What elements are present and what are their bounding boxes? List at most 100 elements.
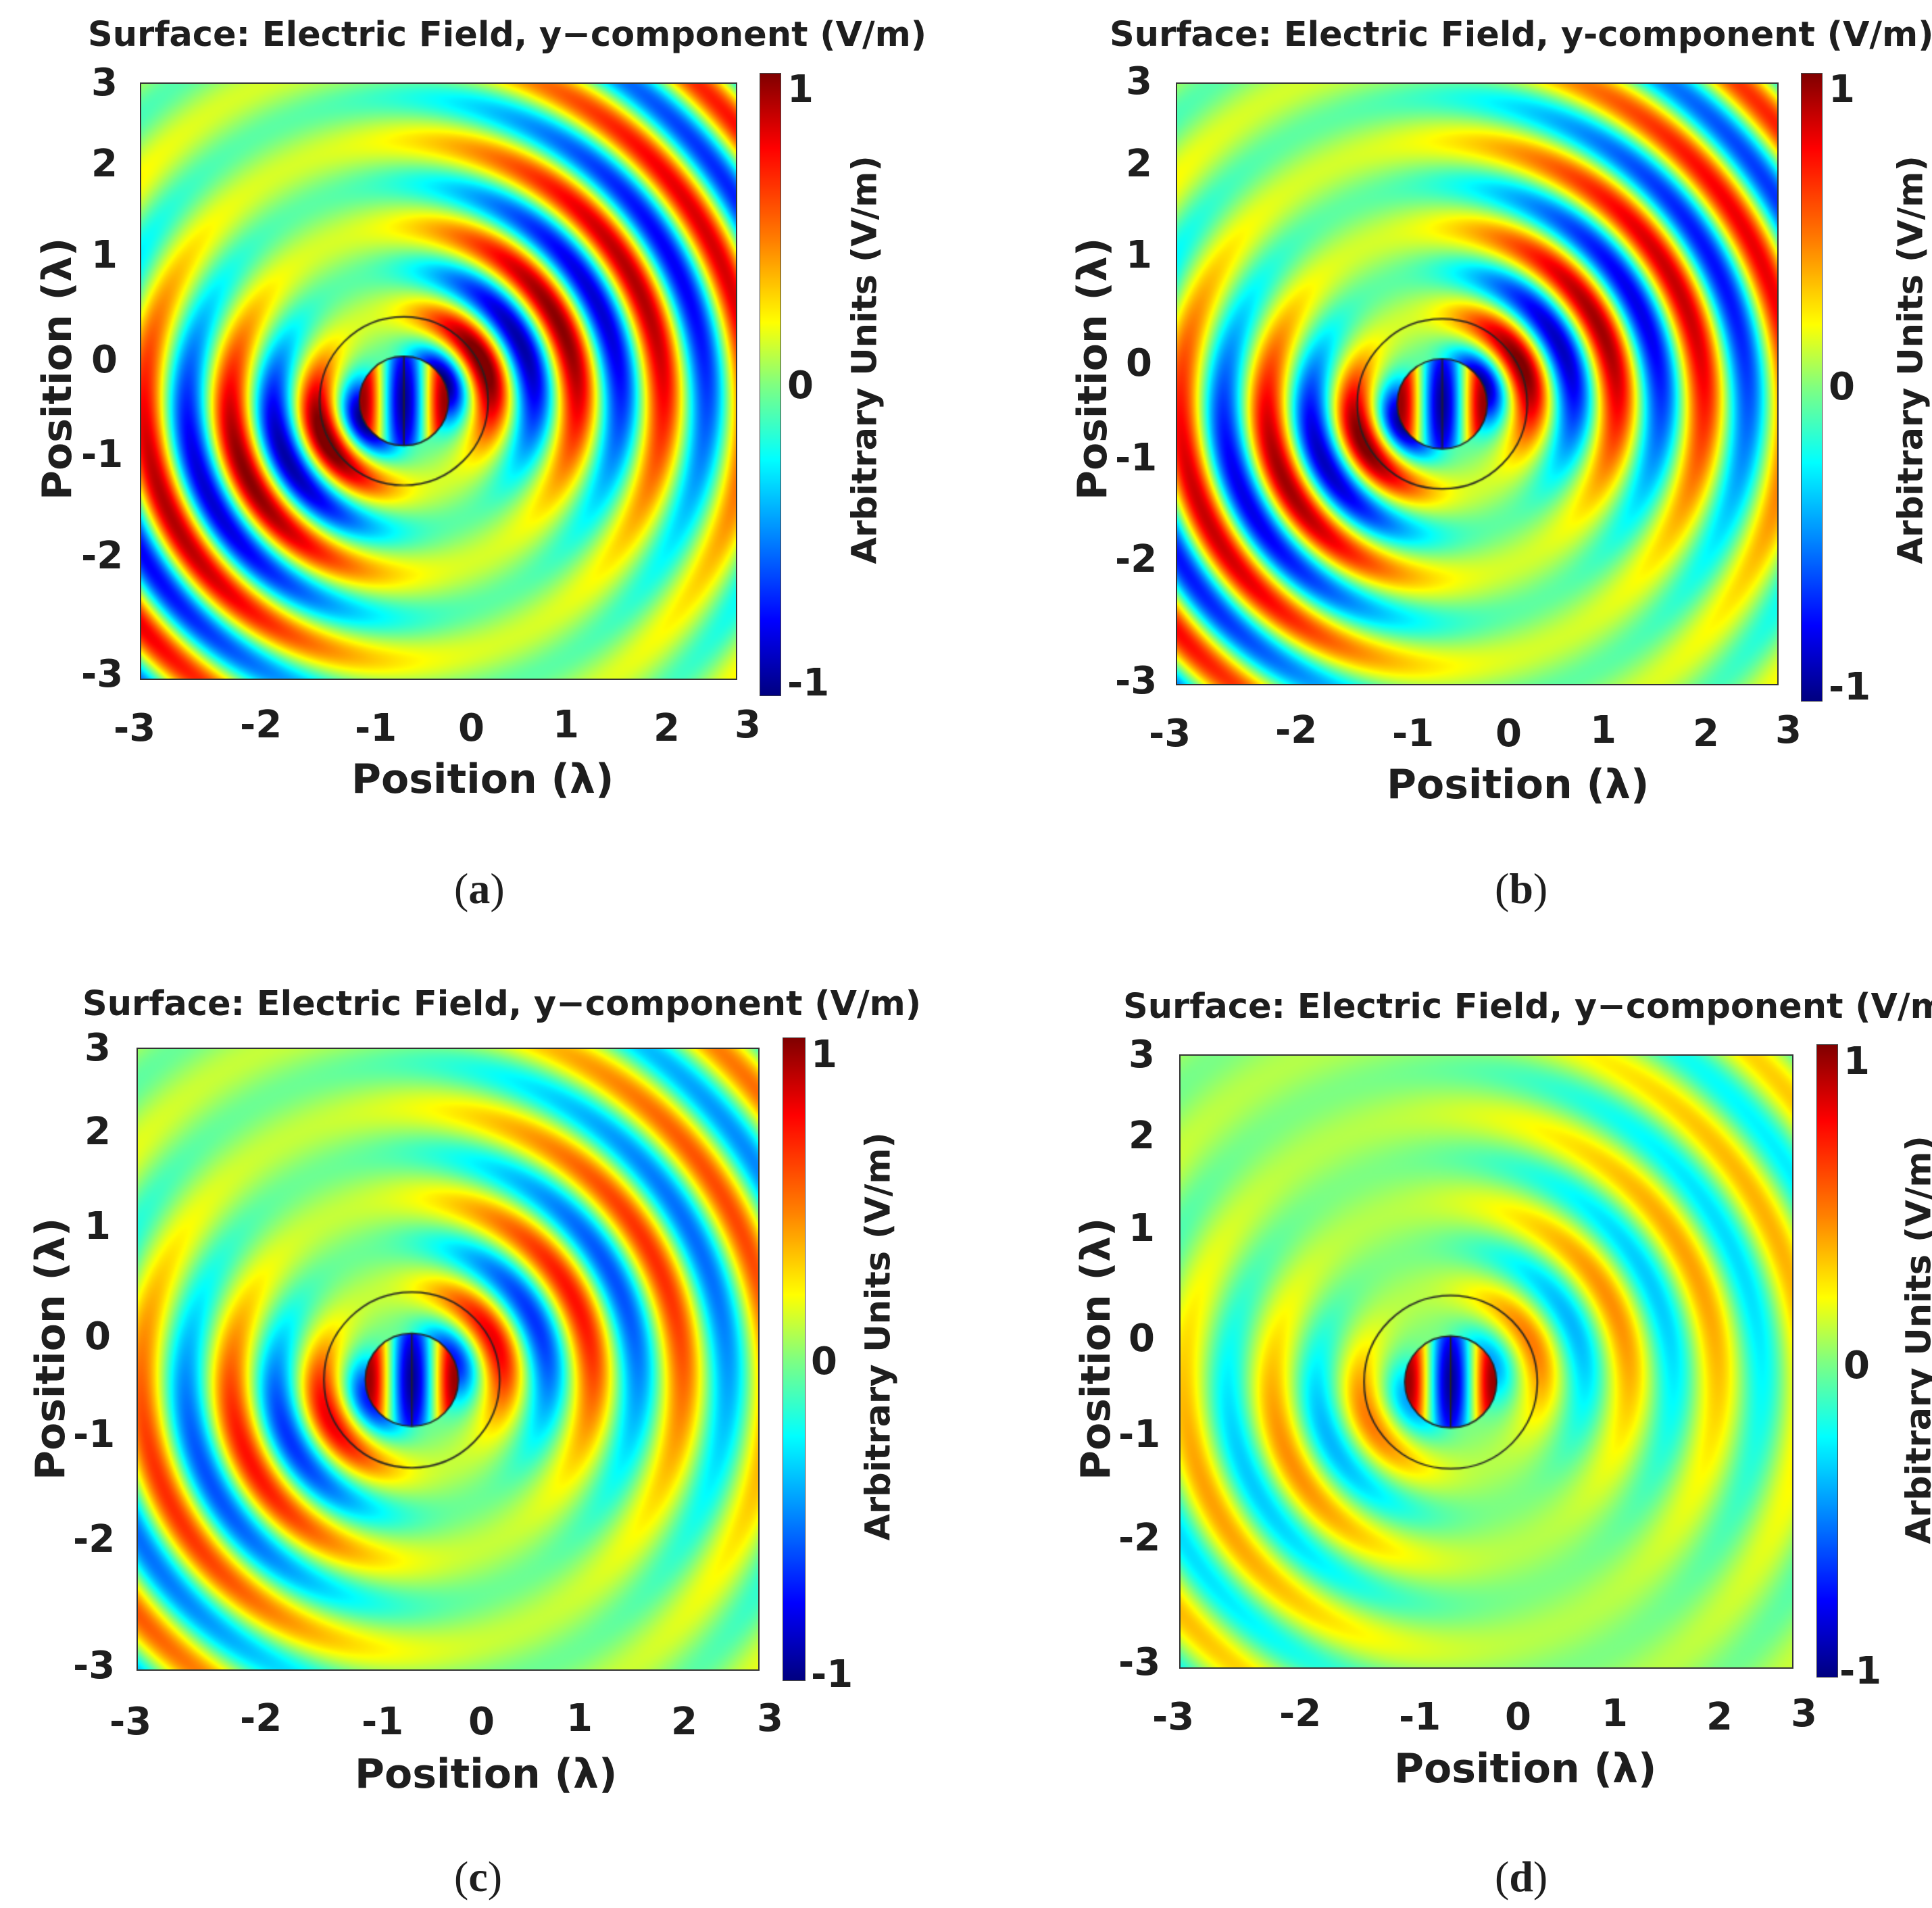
x-tick: 1 bbox=[1602, 1692, 1628, 1736]
colorbar-label: Arbitrary Units (V/m) bbox=[1891, 155, 1931, 564]
panel-caption: (c) bbox=[454, 1853, 503, 1901]
panel-caption: (b) bbox=[1495, 864, 1548, 912]
x-tick: 0 bbox=[468, 1700, 495, 1744]
y-axis-label: Position (λ) bbox=[34, 237, 81, 500]
colorbar-tick-min: -1 bbox=[787, 661, 830, 705]
x-axis-label: Position (λ) bbox=[1394, 1745, 1657, 1792]
x-tick: -2 bbox=[1275, 708, 1318, 752]
y-tick: 3 bbox=[91, 61, 118, 105]
colorbar-tick-zero: 0 bbox=[1843, 1344, 1870, 1388]
y-tick: -3 bbox=[73, 1644, 116, 1688]
colorbar-tick-max: 1 bbox=[811, 1033, 837, 1077]
field-map bbox=[138, 1049, 758, 1669]
x-tick: -1 bbox=[1399, 1695, 1441, 1739]
colorbar-tick-min: -1 bbox=[1829, 665, 1871, 709]
y-tick: 3 bbox=[1126, 59, 1152, 103]
x-tick: 3 bbox=[1791, 1692, 1817, 1736]
x-tick: 2 bbox=[653, 706, 680, 750]
x-tick: -2 bbox=[240, 703, 282, 747]
x-tick: -2 bbox=[1279, 1692, 1322, 1736]
colorbar-label: Arbitrary Units (V/m) bbox=[1899, 1135, 1932, 1544]
y-tick: 2 bbox=[1129, 1114, 1155, 1158]
x-tick: -3 bbox=[109, 1700, 152, 1744]
field-map bbox=[1177, 84, 1777, 684]
x-tick: 0 bbox=[1505, 1695, 1531, 1739]
y-tick: 2 bbox=[84, 1110, 111, 1154]
y-tick: 1 bbox=[1129, 1206, 1155, 1250]
x-tick: 2 bbox=[1693, 712, 1719, 756]
y-tick: -3 bbox=[81, 652, 124, 696]
x-tick: 3 bbox=[1775, 708, 1802, 752]
colorbar-tick-max: 1 bbox=[1843, 1039, 1870, 1083]
colorbar bbox=[1816, 1044, 1838, 1678]
heatmap-plot bbox=[1179, 1054, 1793, 1669]
x-tick: 2 bbox=[671, 1700, 697, 1744]
y-axis-label: Position (λ) bbox=[1069, 237, 1116, 500]
panel-title: Surface: Electric Field, y−component (V/… bbox=[82, 984, 922, 1024]
colorbar-label: Arbitrary Units (V/m) bbox=[858, 1132, 899, 1541]
x-tick: 0 bbox=[1495, 712, 1522, 756]
y-tick: 3 bbox=[1129, 1033, 1155, 1077]
x-tick: 1 bbox=[566, 1696, 593, 1740]
y-tick: 0 bbox=[84, 1315, 111, 1359]
colorbar-tick-min: -1 bbox=[811, 1653, 853, 1696]
y-tick: -1 bbox=[1115, 436, 1158, 480]
x-tick: -1 bbox=[355, 706, 397, 750]
colorbar bbox=[783, 1037, 806, 1681]
colorbar-tick-max: 1 bbox=[787, 68, 814, 112]
y-tick: 0 bbox=[1126, 341, 1152, 385]
y-tick: -2 bbox=[1118, 1516, 1161, 1560]
y-tick: -3 bbox=[1118, 1640, 1161, 1684]
colorbar-tick-min: -1 bbox=[1839, 1649, 1882, 1693]
x-axis-label: Position (λ) bbox=[1387, 761, 1650, 808]
y-tick: -1 bbox=[1118, 1413, 1161, 1457]
x-tick: 1 bbox=[1590, 708, 1616, 752]
x-tick: -1 bbox=[1392, 712, 1435, 756]
x-tick: -3 bbox=[1152, 1695, 1195, 1739]
field-map bbox=[141, 84, 736, 679]
y-tick: 3 bbox=[84, 1026, 111, 1070]
y-tick: -1 bbox=[73, 1413, 116, 1457]
x-tick: 2 bbox=[1706, 1695, 1733, 1739]
y-axis-label: Position (λ) bbox=[1072, 1217, 1120, 1480]
colorbar bbox=[760, 73, 781, 696]
y-tick: 0 bbox=[1129, 1317, 1155, 1361]
y-axis-label: Position (λ) bbox=[27, 1217, 74, 1480]
heatmap-plot bbox=[137, 1048, 760, 1671]
y-tick: 0 bbox=[91, 338, 118, 382]
x-axis-label: Position (λ) bbox=[355, 1751, 618, 1798]
panel-title: Surface: Electric Field, y−component (V/… bbox=[1123, 987, 1932, 1027]
x-tick: 3 bbox=[757, 1696, 783, 1740]
field-map bbox=[1181, 1056, 1792, 1667]
x-tick: 3 bbox=[735, 703, 761, 747]
heatmap-plot bbox=[140, 82, 737, 680]
x-tick: 1 bbox=[553, 703, 579, 747]
y-tick: 1 bbox=[1126, 233, 1152, 277]
colorbar-tick-zero: 0 bbox=[1829, 365, 1855, 409]
y-tick: 2 bbox=[1126, 142, 1152, 186]
x-tick: -3 bbox=[1149, 712, 1191, 756]
colorbar-tick-zero: 0 bbox=[811, 1340, 837, 1384]
y-tick: -2 bbox=[1115, 537, 1158, 581]
x-tick: -1 bbox=[362, 1700, 404, 1744]
y-tick: -2 bbox=[81, 534, 124, 578]
colorbar-label: Arbitrary Units (V/m) bbox=[845, 155, 885, 564]
y-tick: 1 bbox=[84, 1204, 111, 1248]
colorbar bbox=[1801, 73, 1823, 702]
panel-caption: (a) bbox=[454, 864, 505, 912]
y-tick: -3 bbox=[1115, 659, 1158, 703]
x-tick: -2 bbox=[240, 1696, 282, 1740]
panel-title: Surface: Electric Field, y-component (V/… bbox=[1110, 15, 1932, 55]
y-tick: 1 bbox=[91, 233, 118, 277]
colorbar-tick-max: 1 bbox=[1829, 68, 1855, 112]
x-tick: -3 bbox=[114, 706, 156, 750]
y-tick: 2 bbox=[91, 142, 118, 186]
colorbar-tick-zero: 0 bbox=[787, 364, 814, 408]
panel-caption: (d) bbox=[1495, 1853, 1548, 1901]
y-tick: -2 bbox=[73, 1517, 116, 1561]
panel-title: Surface: Electric Field, y−component (V/… bbox=[88, 15, 927, 55]
x-tick: 0 bbox=[458, 706, 485, 750]
y-tick: -1 bbox=[81, 433, 124, 476]
x-axis-label: Position (λ) bbox=[351, 756, 614, 803]
heatmap-plot bbox=[1176, 82, 1779, 685]
